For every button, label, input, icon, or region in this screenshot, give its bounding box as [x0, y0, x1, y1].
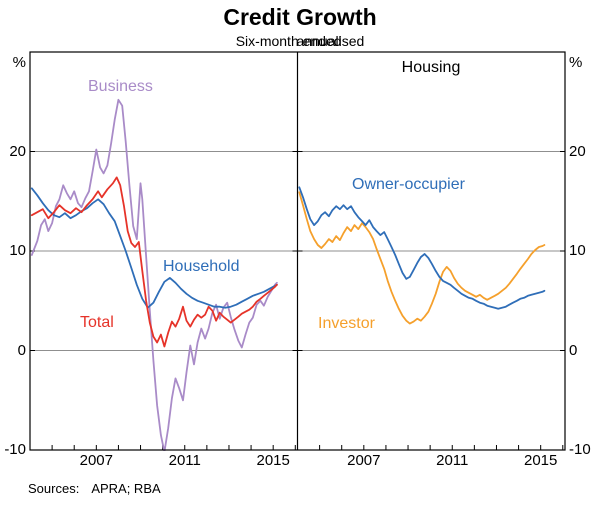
chart-subtitle: Six-month endedannualised [0, 33, 600, 49]
y-axis-unit-right: % [569, 54, 583, 71]
x-axis-label: 2007 [347, 452, 381, 469]
series-business-line [30, 98, 278, 451]
business-series-label: Business [88, 78, 153, 95]
chart-title: Credit Growth [223, 4, 377, 30]
y-axis-label-left: 20 [9, 142, 26, 160]
sources-value: APRA; RBA [91, 481, 161, 496]
x-axis-label: 2011 [168, 452, 201, 469]
chart-subtitle-part2: annualised [296, 33, 365, 49]
total-series-label: Total [80, 314, 114, 331]
sources-label: Sources: [28, 481, 80, 496]
y-axis-label-left: 10 [9, 242, 26, 259]
y-axis-label-left: 0 [17, 341, 26, 359]
household-series-label: Household [163, 258, 240, 275]
x-axis-label: 2015 [256, 452, 290, 469]
series-investor-line [298, 191, 546, 325]
y-axis-unit-left: % [12, 54, 26, 71]
series-owner-occupier-line [298, 186, 546, 310]
housing-panel-label: Housing [401, 59, 461, 76]
y-axis-label-right: 0 [569, 341, 578, 359]
x-axis-label: 2015 [523, 452, 558, 469]
owner-occupier-series-label: Owner-occupier [352, 176, 465, 193]
investor-series-label: Investor [318, 315, 375, 332]
chart-subtitle-part1: Six-month ended [235, 33, 342, 49]
y-axis-label-right: 10 [569, 242, 586, 259]
y-axis-label-left: -10 [4, 441, 26, 458]
series-total-line [30, 176, 278, 348]
y-axis-label-right: 20 [569, 142, 586, 160]
x-axis-label: 2007 [79, 452, 113, 469]
sources-note: Sources: APRA; RBA [28, 481, 161, 496]
x-axis-label: 2011 [436, 452, 469, 469]
y-axis-label-right: -10 [569, 441, 591, 458]
series-household-line [30, 187, 278, 309]
